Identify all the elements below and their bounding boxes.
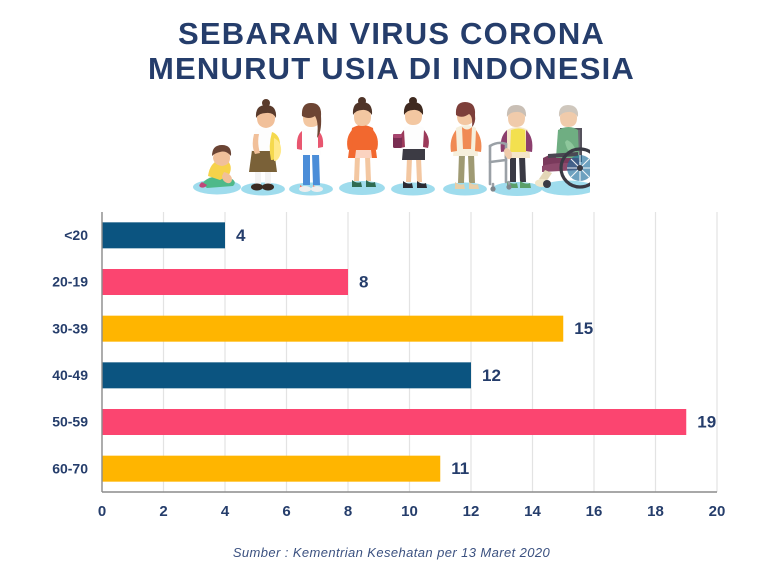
x-tick-label: 6	[282, 503, 290, 520]
schoolgirl-with-backpack-figure	[241, 99, 285, 196]
x-tick-label: 4	[221, 503, 230, 520]
source-note: Sumber : Kementrian Kesehatan per 13 Mar…	[232, 545, 551, 560]
bar-value-label: 15	[574, 319, 593, 338]
x-tick-label: 18	[647, 503, 664, 520]
bar[interactable]	[102, 222, 225, 249]
office-woman-figure	[391, 97, 435, 196]
category-label: 50-59	[52, 414, 88, 430]
teenage-girl-figure	[289, 103, 333, 196]
elderly-woman-in-wheelchair-figure	[535, 105, 590, 196]
category-label: 60-70	[52, 460, 88, 476]
bar[interactable]	[102, 409, 687, 435]
x-tick-label: 0	[98, 503, 106, 520]
bar[interactable]	[102, 455, 441, 482]
middle-aged-woman-figure	[443, 102, 487, 196]
x-tick-label: 12	[463, 503, 480, 520]
category-label: 30-39	[52, 320, 88, 336]
bar[interactable]	[102, 315, 564, 342]
bar-value-label: 11	[451, 459, 469, 478]
bar-value-label: 4	[236, 226, 246, 245]
title-line-1: SEBARAN VIRUS CORONA	[177, 16, 606, 51]
x-tick-label: 16	[586, 503, 603, 520]
bar-value-label: 12	[482, 366, 501, 385]
x-tick-label: 20	[709, 503, 726, 520]
young-woman-orange-dress-figure	[339, 97, 385, 195]
elderly-woman-with-walker-figure	[488, 105, 542, 196]
x-tick-label: 2	[159, 503, 167, 520]
bar-value-label: 8	[359, 272, 368, 291]
age-distribution-bar-chart: 4 <20 8 20-19 15 30-39 12 40-49 19 50-59 11 60-70 0 2…	[0, 200, 783, 530]
bar[interactable]	[102, 269, 348, 295]
bar-value-label: 19	[697, 412, 716, 431]
category-label: <20	[64, 227, 88, 243]
chart-canvas: 4 <20 8 20-19 15 30-39 12 40-49 19 50-59 11 60-70 0 2…	[52, 212, 726, 520]
page-title: SEBARAN VIRUS CORONA MENURUT USIA DI IND…	[0, 16, 783, 86]
x-tick-label: 10	[401, 503, 418, 520]
category-label: 20-19	[52, 274, 88, 290]
title-line-2: MENURUT USIA DI INDONESIA	[148, 51, 635, 86]
child-sitting-figure	[193, 145, 241, 195]
life-stages-illustration	[190, 92, 590, 197]
x-tick-label: 8	[344, 503, 352, 520]
x-tick-label: 14	[524, 503, 541, 520]
bar[interactable]	[102, 362, 471, 389]
category-label: 40-49	[52, 367, 88, 383]
